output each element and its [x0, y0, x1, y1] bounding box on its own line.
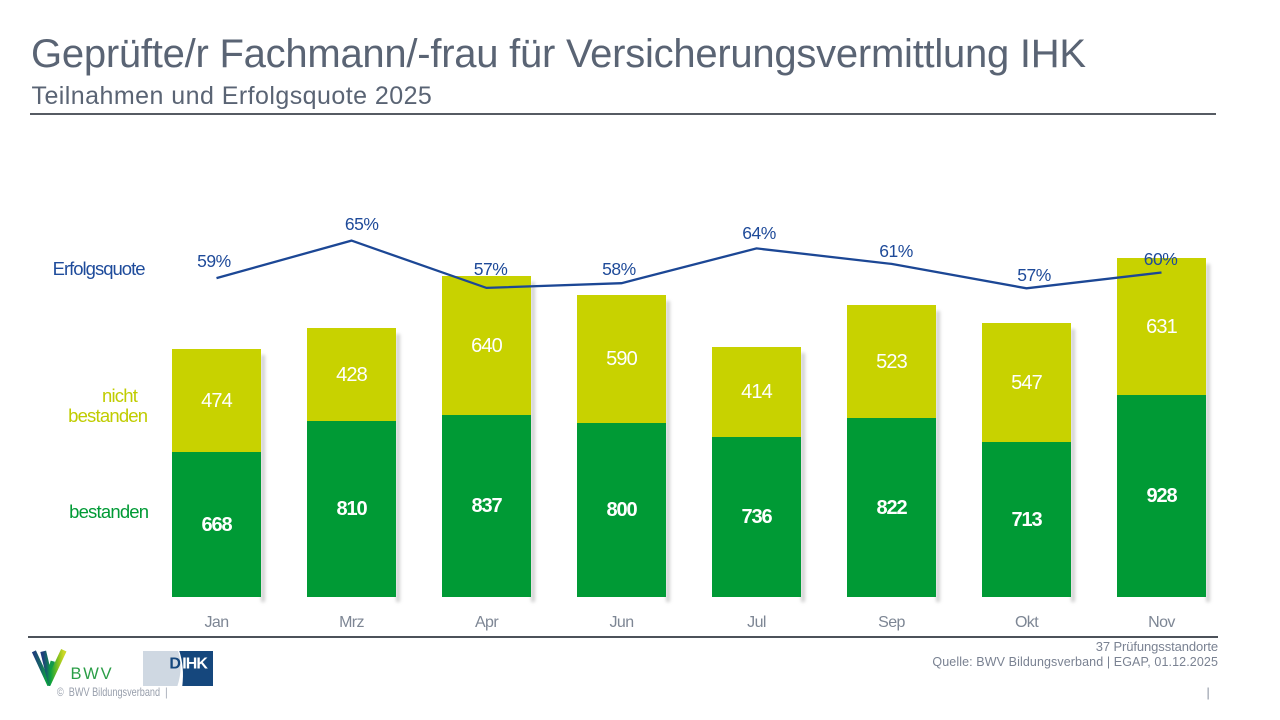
svg-text:IHK: IHK [182, 656, 208, 673]
svg-text:D: D [169, 656, 180, 673]
